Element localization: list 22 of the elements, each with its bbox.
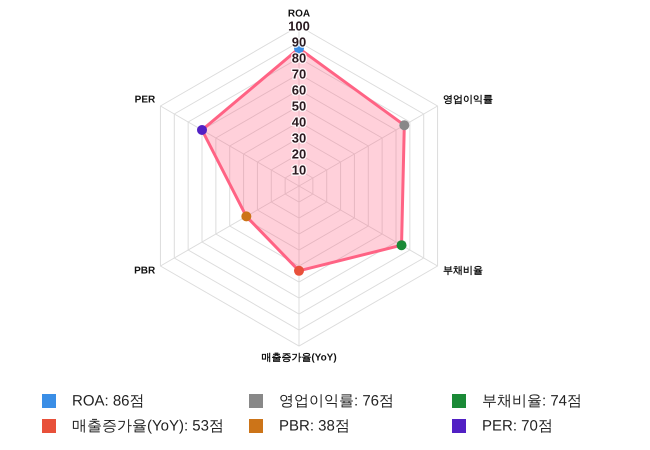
spoke-label: 매출증가율(YoY) [261,352,337,364]
y-tick-label: 100 [288,18,310,34]
y-tick-label: 90 [292,34,306,50]
y-tick-label: 20 [292,146,306,162]
spoke-label: 부채비율 [442,266,483,276]
text: PBR: 38점 [279,418,350,434]
text: ROA: 86점 [72,392,145,410]
spoke-label: ROA [288,8,310,20]
spoke-label: PBR [134,266,156,276]
text: 매출증가율(YoY): 53점 [72,418,224,434]
spoke-label: PER [134,94,156,106]
y-tick-label: 80 [292,50,306,66]
y-tick-label: 60 [292,82,306,98]
spoke-label: 영업이익률 [442,94,493,106]
y-tick-label: 10 [292,162,306,178]
text: PER: 70점 [482,418,553,434]
text: 영업이익률: 76점 [279,392,394,410]
y-tick-label: 50 [292,98,306,114]
y-tick-label: 40 [292,114,306,130]
y-tick-label: 70 [292,66,306,82]
y-tick-label: 30 [292,130,306,146]
text: 부채비율: 74점 [482,392,582,410]
